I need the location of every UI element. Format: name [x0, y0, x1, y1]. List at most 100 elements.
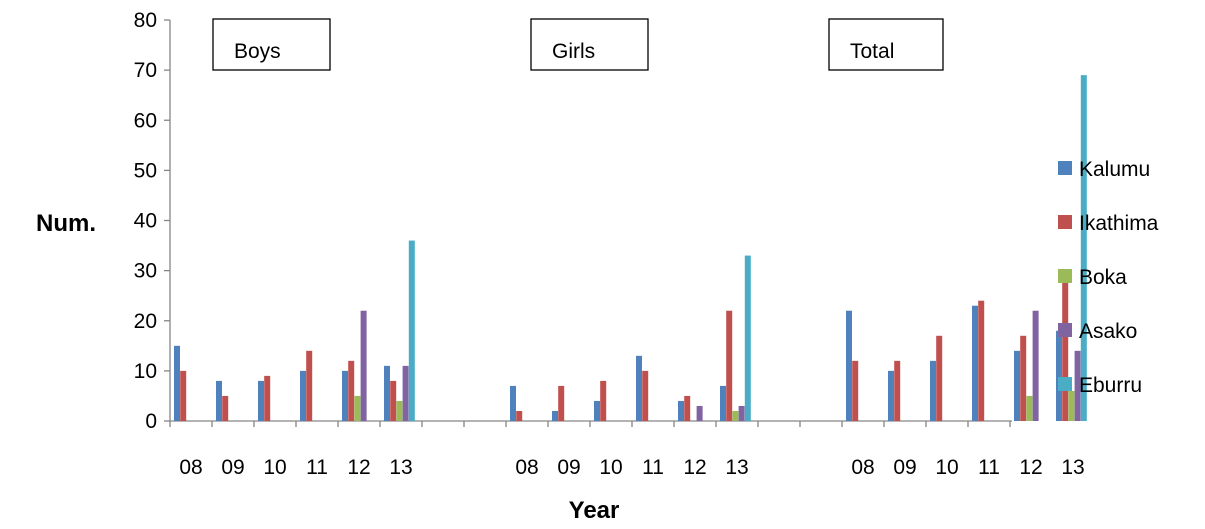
- bar-ikathima: [978, 300, 985, 421]
- bar-kalumu: [678, 400, 684, 421]
- bar-asako: [360, 310, 367, 421]
- bar-ikathima: [264, 375, 271, 421]
- x-tick-label: 12: [683, 456, 706, 479]
- x-tick-label: 09: [221, 456, 244, 479]
- x-tick-label: 11: [306, 456, 328, 479]
- legend-swatch: [1058, 377, 1072, 391]
- bar-ikathima: [180, 370, 187, 421]
- x-tick-label: 10: [263, 456, 286, 479]
- x-tick-label: 13: [389, 456, 412, 479]
- group-label-girls: Girls: [552, 40, 595, 63]
- bar-asako: [696, 405, 703, 421]
- x-tick-label: 08: [179, 456, 202, 479]
- legend-item-eburru[interactable]: Eburru: [1058, 374, 1142, 397]
- bar-asako: [738, 405, 745, 421]
- bar-boka: [396, 400, 403, 421]
- legend-label: Eburru: [1079, 374, 1142, 397]
- x-tick-label: 13: [1061, 456, 1084, 479]
- x-tick-label: 12: [1019, 456, 1042, 479]
- bar-ikathima: [1020, 335, 1027, 421]
- legend-swatch: [1058, 161, 1072, 175]
- bar-ikathima: [642, 370, 649, 421]
- bar-boka: [1068, 390, 1075, 421]
- legend-item-asako[interactable]: Asako: [1058, 320, 1137, 343]
- legend-swatch: [1058, 215, 1072, 229]
- bar-eburru: [1080, 75, 1087, 421]
- bar-asako: [1032, 310, 1039, 421]
- y-tick-label: 20: [134, 310, 157, 333]
- bar-ikathima: [684, 395, 691, 421]
- legend-item-boka[interactable]: Boka: [1058, 266, 1127, 289]
- bar-kalumu: [636, 355, 642, 421]
- y-tick-label: 10: [134, 360, 157, 383]
- bar-ikathima: [306, 350, 313, 421]
- y-axis-title: Num.: [36, 210, 96, 237]
- bar-kalumu: [552, 410, 558, 421]
- y-tick-label: 40: [134, 210, 157, 233]
- y-tick-label: 80: [134, 9, 157, 32]
- y-tick-label: 60: [134, 109, 157, 132]
- bar-ikathima: [600, 380, 607, 421]
- legend-swatch: [1058, 323, 1072, 337]
- x-tick-label: 10: [935, 456, 958, 479]
- bar-kalumu: [174, 345, 180, 421]
- legend-label: Ikathima: [1079, 212, 1159, 235]
- bar-kalumu: [930, 360, 936, 421]
- y-tick-label: 50: [134, 159, 157, 182]
- legend[interactable]: Kalumu Ikathima Boka Asako Eburru: [1058, 158, 1159, 397]
- bar-ikathima: [558, 385, 565, 421]
- legend-label: Kalumu: [1079, 158, 1150, 181]
- group-label-box: [212, 18, 331, 71]
- group-label-boys: Boys: [234, 40, 281, 63]
- x-tick-label: 08: [851, 456, 874, 479]
- y-tick-label: 70: [134, 59, 157, 82]
- bar-kalumu: [594, 400, 600, 421]
- bar-ikathima: [390, 380, 397, 421]
- y-tick-label: 30: [134, 260, 157, 283]
- bar-ikathima: [1062, 270, 1069, 421]
- bar-ikathima: [936, 335, 943, 421]
- x-tick-label: 08: [515, 456, 538, 479]
- legend-swatch: [1058, 269, 1072, 283]
- bar-kalumu: [258, 380, 264, 421]
- group-label-box: [530, 18, 649, 71]
- bar-kalumu: [720, 385, 726, 421]
- bar-boka: [354, 395, 361, 421]
- y-axis: 0 10 20 30 40 50 60 70 80: [134, 9, 171, 433]
- bar-ikathima: [852, 360, 859, 421]
- legend-label: Boka: [1079, 266, 1127, 289]
- bar-kalumu: [846, 310, 852, 421]
- bar-boka: [1026, 395, 1033, 421]
- x-tick-label: 10: [599, 456, 622, 479]
- bar-kalumu: [888, 370, 894, 421]
- x-tick-label: 12: [347, 456, 370, 479]
- bar-ikathima: [894, 360, 901, 421]
- bar-kalumu: [216, 380, 222, 421]
- y-tick-label: 0: [145, 410, 157, 433]
- bar-asako: [1074, 350, 1081, 421]
- group-label-box: [828, 18, 944, 71]
- group-label-total: Total: [850, 40, 894, 63]
- x-tick-label: 13: [725, 456, 748, 479]
- bar-eburru: [744, 255, 751, 421]
- x-axis: 08 09 10 11 12 13 08 09 10 11 12 13 08 09 10 11 12 13: [169, 420, 1085, 479]
- bar-ikathima: [348, 360, 355, 421]
- x-tick-label: 09: [557, 456, 580, 479]
- bar-ikathima: [516, 410, 523, 421]
- x-tick-label: 11: [642, 456, 664, 479]
- group-labels: Boys Girls Total: [212, 18, 944, 71]
- legend-item-ikathima[interactable]: Ikathima: [1058, 212, 1159, 235]
- bar-eburru: [408, 240, 415, 421]
- legend-item-kalumu[interactable]: Kalumu: [1058, 158, 1150, 181]
- bars: [174, 75, 1087, 421]
- x-tick-label: 11: [978, 456, 1000, 479]
- x-tick-label: 09: [893, 456, 916, 479]
- bar-asako: [402, 365, 409, 421]
- bar-ikathima: [726, 310, 733, 421]
- bar-kalumu: [300, 370, 306, 421]
- bar-kalumu: [1014, 350, 1020, 421]
- x-axis-title: Year: [569, 497, 620, 524]
- bar-ikathima: [222, 395, 229, 421]
- bar-kalumu: [510, 385, 516, 421]
